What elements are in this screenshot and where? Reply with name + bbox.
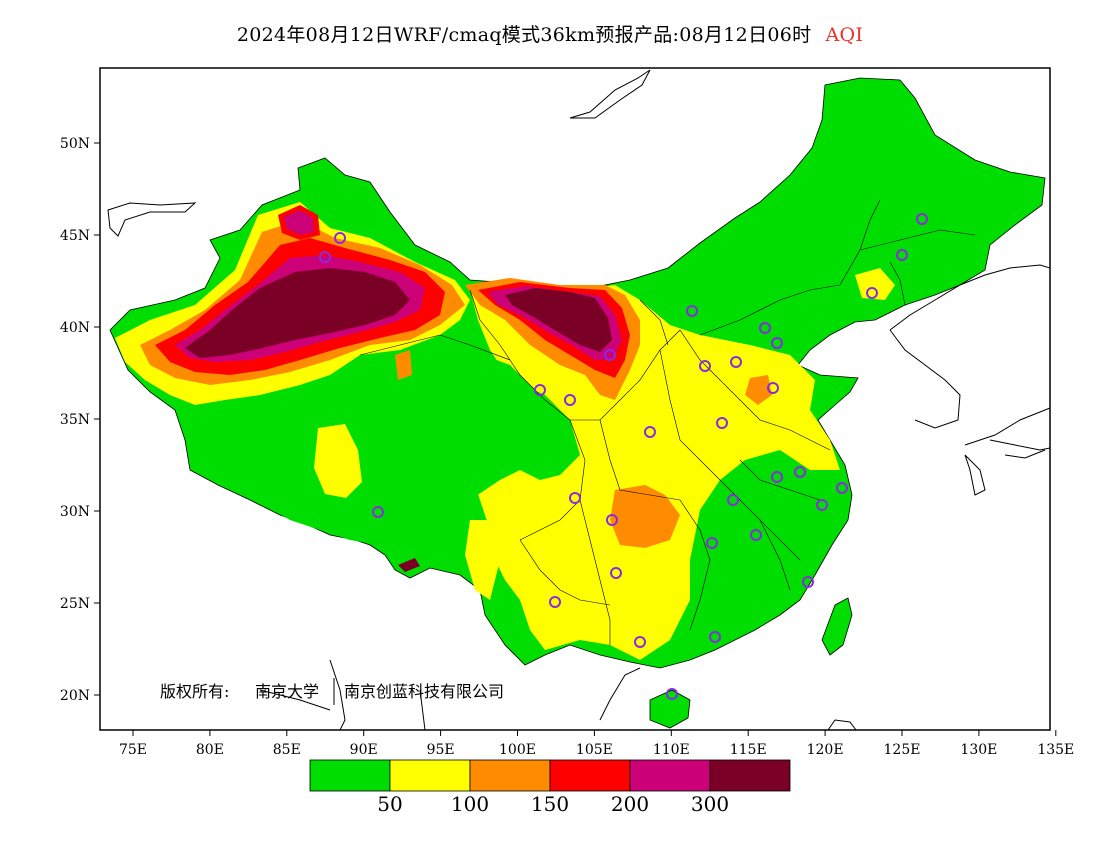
legend-label: 100: [450, 792, 490, 816]
station-marker: [372, 506, 384, 518]
latitude-axis: 50N 45N 40N 35N 30N 25N 20N: [60, 136, 100, 704]
copyright-org-nju: 南京大学: [255, 682, 319, 701]
station-marker: [759, 322, 771, 334]
lon-tick-label: 125E: [884, 742, 921, 758]
lon-tick-label: 90E: [350, 742, 378, 758]
station-marker: [866, 287, 878, 299]
station-marker: [686, 305, 698, 317]
hainan-island: [649, 689, 691, 729]
lon-tick-label: 120E: [807, 742, 844, 758]
province-boundaries: [359, 199, 976, 645]
station-marker: [534, 384, 546, 396]
station-marker: [767, 382, 779, 394]
aqi-zone-green-tibet: [190, 345, 580, 545]
lon-tick-label: 105E: [576, 742, 613, 758]
lon-tick-label: 80E: [196, 742, 224, 758]
legend-label: 300: [690, 792, 730, 816]
station-marker: [727, 494, 739, 506]
lat-tick-label: 45N: [60, 228, 90, 244]
aqi-zone-yellow-yunnan: [465, 520, 500, 600]
lon-tick-label: 115E: [730, 742, 767, 758]
station-marker: [916, 213, 928, 225]
legend-label: 200: [610, 792, 650, 816]
aqi-zone-yellow-liaoning: [855, 268, 895, 300]
neighbour-coastlines: [107, 69, 1050, 730]
station-marker: [771, 337, 783, 349]
station-marker: [771, 471, 783, 483]
aqi-zone-magenta-junggar: [284, 210, 314, 235]
station-marker: [699, 360, 711, 372]
station-marker: [802, 576, 814, 588]
legend-swatch: [389, 759, 471, 792]
lon-tick-label: 95E: [427, 742, 455, 758]
lat-tick-label: 35N: [60, 412, 90, 428]
station-marker: [569, 492, 581, 504]
station-marker: [709, 631, 721, 643]
legend-swatch: [469, 759, 551, 792]
lat-tick-label: 40N: [60, 320, 90, 336]
legend-colorbar: [309, 759, 791, 792]
legend-swatch: [709, 759, 791, 792]
station-marker: [794, 466, 806, 478]
aqi-zone-orange-hubei: [610, 485, 680, 548]
legend-swatch: [309, 759, 391, 792]
aqi-zone-maroon-alxa: [505, 288, 612, 352]
station-marker: [750, 529, 762, 541]
station-marker: [604, 349, 616, 361]
lon-tick-label: 130E: [960, 742, 997, 758]
station-marker: [634, 636, 646, 648]
station-marker: [564, 394, 576, 406]
aqi-zone-yellow-qinghai-inner: [314, 424, 362, 498]
title-variable: AQI: [825, 24, 864, 46]
lat-tick-label: 50N: [60, 136, 90, 152]
station-marker: [730, 356, 742, 368]
lat-tick-label: 30N: [60, 504, 90, 520]
legend-swatch: [629, 759, 711, 792]
station-marker: [549, 596, 561, 608]
station-marker: [334, 232, 346, 244]
station-marker: [666, 688, 678, 700]
station-marker: [610, 567, 622, 579]
map-title: 2024年08月12日WRF/cmaq模式36km预报产品:08月12日06时 A…: [0, 20, 1100, 47]
station-markers: [319, 213, 928, 700]
copyright-org-chuanglan: 南京创蓝科技有限公司: [344, 682, 504, 701]
aqi-zone-maroon-tibet-edge: [398, 558, 420, 572]
legend-label: 50: [377, 792, 403, 816]
lon-tick-label: 100E: [499, 742, 536, 758]
lon-tick-label: 75E: [119, 742, 147, 758]
copyright-label: 版权所有:: [160, 682, 229, 701]
map-frame: [99, 67, 1051, 731]
lon-tick-label: 135E: [1037, 742, 1074, 758]
lat-tick-label: 20N: [60, 688, 90, 704]
legend-label: 150: [530, 792, 570, 816]
station-marker: [644, 426, 656, 438]
taiwan-island: [821, 597, 853, 656]
legend-swatch: [549, 759, 631, 792]
aqi-zone-maroon-tarim: [185, 268, 410, 358]
lon-tick-label: 85E: [273, 742, 301, 758]
station-marker: [319, 251, 331, 263]
aqi-zone-yellow-central: [470, 280, 840, 660]
longitude-axis: 75E 80E 85E 90E 95E 100E 105E 110E 115E 120E 125E 1…: [119, 730, 1074, 758]
station-marker: [816, 499, 828, 511]
station-marker: [706, 537, 718, 549]
station-marker: [716, 417, 728, 429]
aqi-zone-orange-hebei: [745, 375, 772, 405]
aqi-zone-orange-gansu: [395, 350, 412, 380]
station-marker: [896, 249, 908, 261]
map-area: [107, 69, 1050, 730]
lat-tick-label: 25N: [60, 596, 90, 612]
title-main: 2024年08月12日WRF/cmaq模式36km预报产品:08月12日06时: [236, 24, 812, 46]
station-marker: [606, 514, 618, 526]
station-marker: [836, 482, 848, 494]
lon-tick-label: 110E: [653, 742, 690, 758]
